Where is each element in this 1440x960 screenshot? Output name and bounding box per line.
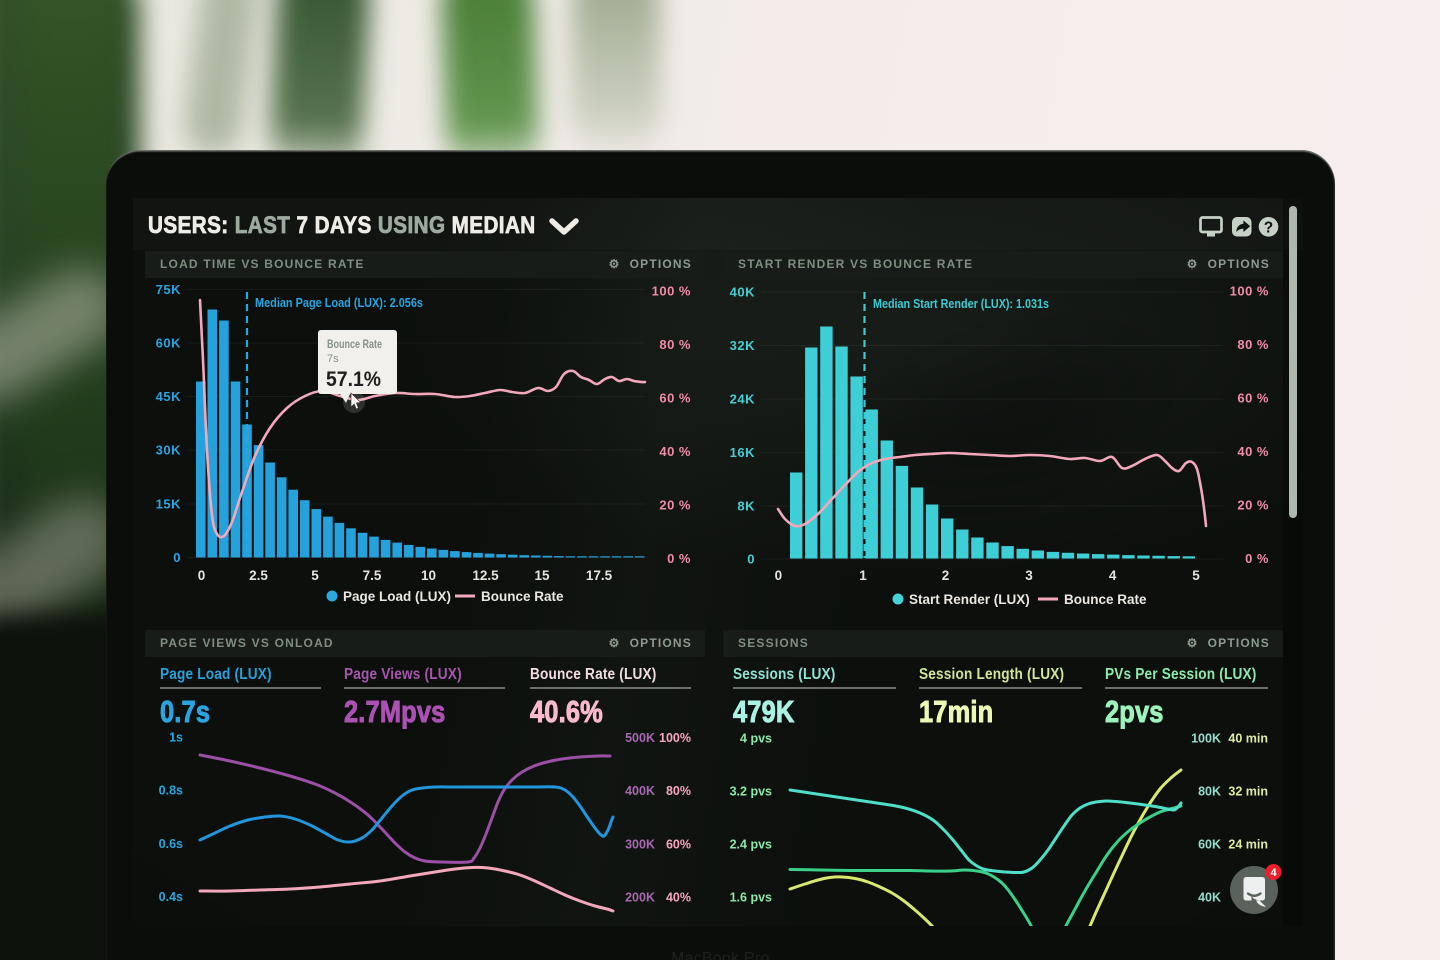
svg-text:17.5: 17.5 bbox=[586, 568, 613, 583]
svg-text:0: 0 bbox=[775, 568, 783, 583]
svg-text:40 %: 40 % bbox=[1237, 444, 1269, 459]
svg-text:40%: 40% bbox=[666, 891, 691, 905]
svg-text:40K: 40K bbox=[1198, 891, 1221, 905]
svg-text:20 %: 20 % bbox=[1237, 498, 1269, 513]
svg-text:32K: 32K bbox=[730, 338, 755, 353]
svg-text:24 min: 24 min bbox=[1228, 838, 1268, 852]
svg-text:Bounce Rate: Bounce Rate bbox=[1064, 592, 1147, 607]
svg-text:4: 4 bbox=[1109, 568, 1117, 583]
svg-text:80 %: 80 % bbox=[659, 337, 691, 352]
svg-text:1s: 1s bbox=[169, 731, 183, 745]
svg-text:60%: 60% bbox=[666, 838, 691, 852]
svg-text:100 %: 100 % bbox=[652, 284, 691, 299]
svg-text:32 min: 32 min bbox=[1228, 784, 1268, 798]
svg-text:Bounce Rate: Bounce Rate bbox=[327, 337, 382, 351]
svg-text:40 min: 40 min bbox=[1228, 731, 1268, 745]
svg-text:0.6s: 0.6s bbox=[159, 837, 183, 851]
svg-text:0.4s: 0.4s bbox=[159, 890, 183, 904]
svg-text:80 %: 80 % bbox=[1237, 337, 1269, 352]
svg-text:5: 5 bbox=[1192, 568, 1200, 583]
svg-text:80%: 80% bbox=[666, 784, 691, 798]
svg-text:75K: 75K bbox=[156, 282, 181, 297]
svg-text:0: 0 bbox=[747, 552, 755, 567]
svg-text:200K: 200K bbox=[625, 891, 655, 905]
svg-text:0 %: 0 % bbox=[667, 551, 691, 566]
svg-text:400K: 400K bbox=[625, 784, 655, 798]
svg-text:0: 0 bbox=[198, 568, 206, 583]
svg-text:1: 1 bbox=[859, 568, 867, 583]
svg-text:Median Page Load (LUX): 2.056s: Median Page Load (LUX): 2.056s bbox=[255, 296, 423, 310]
svg-text:60K: 60K bbox=[1198, 838, 1221, 852]
svg-text:7.5: 7.5 bbox=[363, 568, 382, 583]
svg-text:40 %: 40 % bbox=[659, 444, 691, 459]
svg-text:Bounce Rate: Bounce Rate bbox=[481, 589, 564, 604]
svg-text:40K: 40K bbox=[730, 285, 755, 300]
svg-text:Page Load (LUX): Page Load (LUX) bbox=[343, 589, 451, 604]
svg-text:100%: 100% bbox=[659, 731, 691, 745]
svg-text:4: 4 bbox=[1270, 867, 1277, 879]
svg-text:24K: 24K bbox=[730, 392, 755, 407]
svg-text:?: ? bbox=[1264, 219, 1273, 236]
svg-text:7s: 7s bbox=[327, 353, 339, 365]
svg-text:500K: 500K bbox=[625, 731, 655, 745]
svg-text:20 %: 20 % bbox=[659, 498, 691, 513]
svg-text:1.6 pvs: 1.6 pvs bbox=[730, 891, 772, 905]
svg-text:57.1%: 57.1% bbox=[326, 367, 381, 391]
svg-text:5: 5 bbox=[311, 568, 319, 583]
svg-text:3: 3 bbox=[1025, 568, 1033, 583]
svg-text:2: 2 bbox=[942, 568, 950, 583]
svg-text:80K: 80K bbox=[1198, 784, 1221, 798]
svg-text:0: 0 bbox=[173, 550, 181, 565]
svg-text:12.5: 12.5 bbox=[472, 568, 499, 583]
svg-text:30K: 30K bbox=[156, 443, 181, 458]
svg-text:Start Render (LUX): Start Render (LUX) bbox=[909, 592, 1030, 607]
svg-text:60 %: 60 % bbox=[659, 391, 691, 406]
svg-text:60 %: 60 % bbox=[1237, 391, 1269, 406]
svg-text:0 %: 0 % bbox=[1245, 551, 1269, 566]
svg-text:100 %: 100 % bbox=[1230, 284, 1269, 299]
svg-text:2.5: 2.5 bbox=[249, 568, 268, 583]
svg-text:300K: 300K bbox=[625, 838, 655, 852]
svg-text:8K: 8K bbox=[737, 499, 755, 514]
svg-text:60K: 60K bbox=[156, 336, 181, 351]
svg-text:15K: 15K bbox=[156, 497, 181, 512]
svg-text:16K: 16K bbox=[730, 445, 755, 460]
svg-text:15: 15 bbox=[534, 568, 550, 583]
svg-text:4 pvs: 4 pvs bbox=[740, 731, 772, 745]
svg-text:45K: 45K bbox=[156, 389, 181, 404]
svg-text:100K: 100K bbox=[1191, 731, 1221, 745]
svg-text:0.8s: 0.8s bbox=[159, 784, 183, 798]
svg-text:Median Start Render (LUX): 1.0: Median Start Render (LUX): 1.031s bbox=[873, 297, 1049, 311]
svg-text:10: 10 bbox=[421, 568, 436, 583]
svg-text:3.2 pvs: 3.2 pvs bbox=[730, 784, 772, 798]
svg-text:2.4 pvs: 2.4 pvs bbox=[730, 838, 772, 852]
